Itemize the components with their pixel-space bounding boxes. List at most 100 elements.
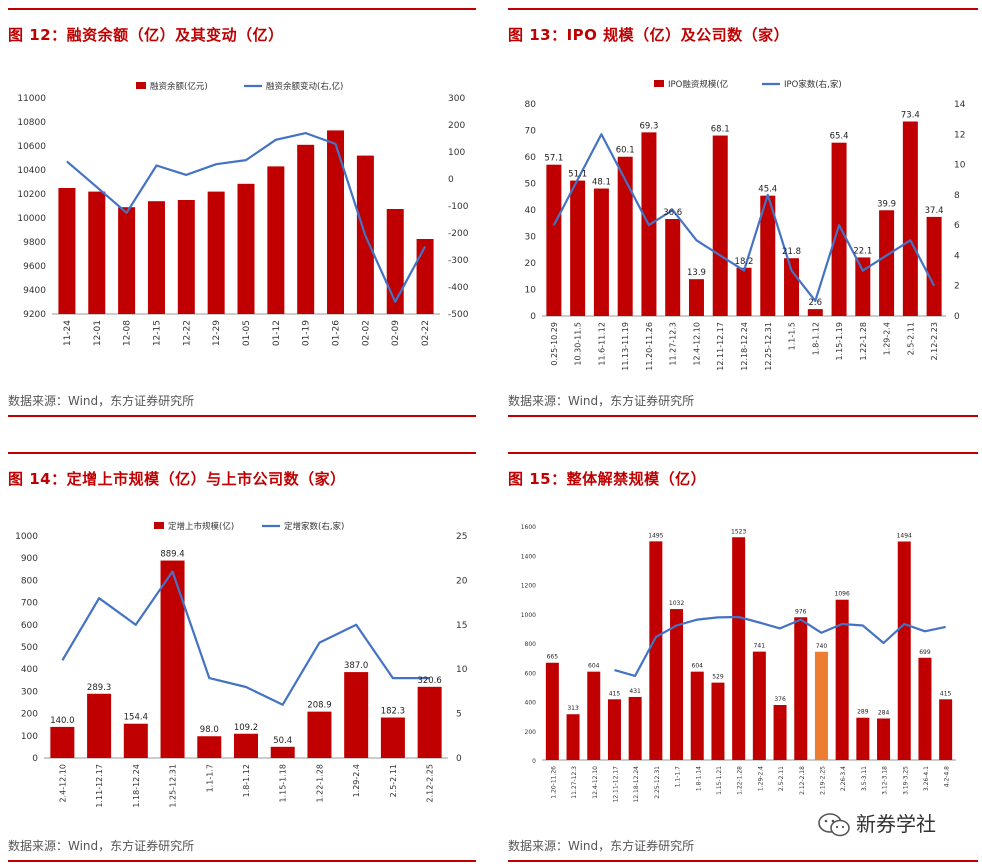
y2-tick-label: 10 — [456, 665, 468, 675]
y-tick-label: 700 — [21, 599, 38, 609]
bar — [712, 135, 728, 316]
series-line — [66, 131, 427, 303]
bar — [877, 718, 891, 760]
legend-bar-label: 融资余额(亿元) — [150, 81, 208, 92]
x-tick-label: 12.11-12.17 — [612, 766, 619, 803]
x-tick-label: 1.18-12.24 — [132, 764, 141, 808]
bar — [879, 210, 895, 316]
chart-title: 图 13：IPO 规模（亿）及公司数（家） — [508, 26, 790, 44]
y-tick-label: 1600 — [521, 524, 536, 531]
legend-bar-swatch — [654, 80, 664, 87]
panel-bottom-rule — [508, 860, 978, 862]
bar — [234, 733, 258, 758]
x-tick-label: 2.12-2.18 — [799, 766, 806, 795]
x-tick-label: 01-19 — [302, 320, 312, 346]
bar — [690, 671, 704, 760]
bar — [297, 144, 315, 314]
y-tick-label: 800 — [525, 641, 537, 648]
y-tick-label: 10000 — [17, 214, 46, 224]
bar — [147, 201, 165, 314]
x-tick-label: 2.4-12.10 — [58, 764, 67, 803]
bar — [784, 258, 800, 316]
data-source: 数据来源：Wind，东方证券研究所 — [8, 839, 195, 853]
data-label: 741 — [754, 643, 766, 650]
x-tick-label: 3.5-3.11 — [861, 766, 868, 791]
bar — [545, 662, 559, 760]
x-tick-label: 2.12-2.23 — [930, 322, 939, 361]
x-tick-label: 1.20-11.26 — [550, 766, 557, 799]
data-label: 2.6 — [809, 298, 823, 308]
x-tick-label: 11.13-11.19 — [621, 322, 630, 371]
y-tick-label: 60 — [525, 153, 537, 163]
panel-bottom-rule — [8, 415, 476, 417]
chart-svg: 0 100 200 300 400 500 600 700 800 900 1000 0 5 10 15 20… — [15, 521, 468, 808]
y2-tick-label: 0 — [456, 754, 462, 764]
data-label: 50.4 — [273, 736, 292, 746]
y2-tick-label: 12 — [954, 130, 965, 140]
data-label: 21.8 — [782, 247, 801, 257]
y-tick-label: 800 — [21, 576, 38, 586]
bar — [237, 183, 255, 314]
y2-tick-label: 8 — [954, 191, 960, 201]
bar — [417, 686, 442, 758]
x-tick-label: 12.25-12.31 — [764, 322, 773, 371]
y-tick-label: 10 — [525, 286, 537, 296]
legend-bar-label: 定增上市规模(亿) — [168, 521, 234, 532]
x-tick-label: 2.25-12.31 — [654, 766, 661, 799]
bar — [593, 188, 609, 316]
bar — [587, 671, 601, 760]
x-tick-label: 02-02 — [361, 320, 371, 346]
x-tick-label: 1.15-1.18 — [279, 764, 288, 803]
bar — [344, 672, 369, 758]
x-tick-label: 11-24 — [63, 320, 73, 346]
data-source: 数据来源：Wind，东方证券研究所 — [508, 394, 695, 408]
x-tick-label: 11.27-12.3 — [669, 322, 678, 366]
x-tick-label: 1.22-1.28 — [737, 766, 744, 795]
x-tick-label: 12.18-12.24 — [633, 766, 640, 803]
bar — [207, 191, 225, 314]
x-tick-label: 0.25-10.29 — [550, 322, 559, 366]
data-label: 415 — [940, 690, 952, 697]
bar — [752, 651, 766, 760]
y-tick-label: 300 — [21, 687, 38, 697]
bar — [807, 309, 823, 316]
bar — [566, 714, 580, 760]
data-label: 60.1 — [616, 146, 635, 156]
data-label: 39.9 — [877, 199, 896, 209]
legend-bar-swatch — [154, 522, 164, 529]
data-label: 73.4 — [901, 110, 920, 120]
x-tick-label: 01-05 — [242, 320, 252, 346]
y-tick-label: 500 — [21, 643, 38, 653]
y-tick-label: 40 — [525, 206, 537, 216]
chart-svg: 0 200 400 600 800 1000 1200 1400 1600 665 313 604 41… — [521, 524, 956, 803]
data-label: 289 — [857, 709, 869, 716]
x-tick-label: 02-22 — [421, 320, 431, 346]
y-tick-label: 1000 — [521, 612, 536, 619]
data-label: 69.3 — [639, 121, 658, 131]
data-label: 320.6 — [417, 676, 441, 686]
y-tick-label: 0 — [530, 312, 536, 322]
x-tick-label: 3.19-3.25 — [902, 766, 909, 795]
bar — [665, 219, 681, 316]
data-label: 387.0 — [344, 661, 368, 671]
y-tick-label: 9200 — [23, 310, 46, 320]
x-tick-label: 1.1-1.7 — [675, 766, 682, 787]
y2-tick-label: 5 — [456, 710, 462, 720]
y-tick-label: 400 — [525, 700, 537, 707]
data-label: 140.0 — [50, 716, 74, 726]
y-tick-label: 0 — [532, 758, 536, 765]
data-label: 45.4 — [758, 185, 777, 195]
y2-tick-label: 10 — [954, 161, 966, 171]
bar — [649, 541, 663, 760]
x-tick-label: 11.20-11.26 — [645, 322, 654, 371]
data-label: 376 — [774, 696, 786, 703]
x-tick-label: 12-29 — [212, 320, 222, 346]
x-tick-label: 3.12-3.18 — [882, 766, 889, 795]
y-tick-label: 600 — [525, 670, 537, 677]
bar — [926, 216, 942, 316]
bar — [831, 142, 847, 316]
panel-bottom-rule — [508, 415, 978, 417]
panel-lockup-expiry: 图 15：整体解禁规模（亿） 0 200 400 600 800 1000 1200 1400… — [508, 452, 978, 862]
bar — [835, 599, 849, 760]
bar — [855, 257, 871, 316]
